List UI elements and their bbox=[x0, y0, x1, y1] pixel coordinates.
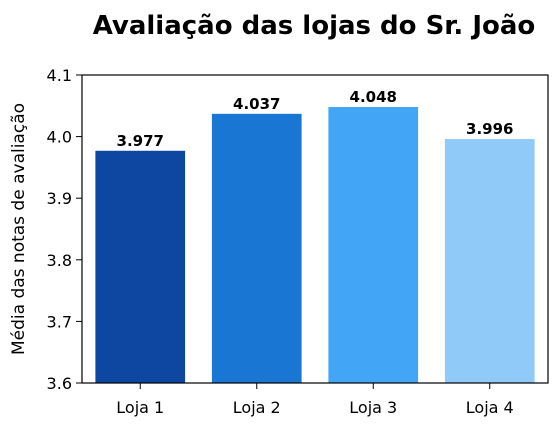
chart-title: Avaliação das lojas do Sr. João bbox=[93, 11, 536, 41]
data-label: 3.996 bbox=[466, 120, 513, 138]
x-tick-label: Loja 3 bbox=[349, 398, 397, 417]
x-tick-label: Loja 4 bbox=[466, 398, 514, 417]
data-label: 4.048 bbox=[350, 88, 397, 106]
x-axis-ticks: Loja 1 Loja 2 Loja 3 Loja 4 bbox=[116, 383, 514, 417]
bars-layer bbox=[95, 107, 535, 383]
y-axis-ticks: 3.6 3.7 3.8 3.9 4.0 4.1 bbox=[47, 66, 82, 393]
bar-loja-3 bbox=[328, 107, 419, 383]
bar-loja-4 bbox=[444, 139, 535, 383]
x-tick-label: Loja 1 bbox=[116, 398, 164, 417]
bar-loja-2 bbox=[211, 113, 302, 383]
data-label: 3.977 bbox=[117, 132, 164, 150]
y-tick-label: 4.1 bbox=[47, 66, 72, 85]
y-tick-label: 3.9 bbox=[47, 189, 72, 208]
y-tick-label: 3.7 bbox=[47, 312, 72, 331]
plot-area-frame bbox=[81, 74, 549, 384]
y-tick-label: 3.8 bbox=[47, 251, 72, 270]
x-tick-label: Loja 2 bbox=[233, 398, 281, 417]
data-label: 4.037 bbox=[233, 95, 280, 113]
y-axis-label: Média das notas de avaliação bbox=[9, 103, 29, 355]
data-labels-layer: 3.977 4.037 4.048 3.996 bbox=[117, 88, 514, 150]
y-tick-label: 4.0 bbox=[47, 128, 72, 147]
bar-loja-1 bbox=[95, 150, 186, 383]
y-tick-label: 3.6 bbox=[47, 374, 72, 393]
